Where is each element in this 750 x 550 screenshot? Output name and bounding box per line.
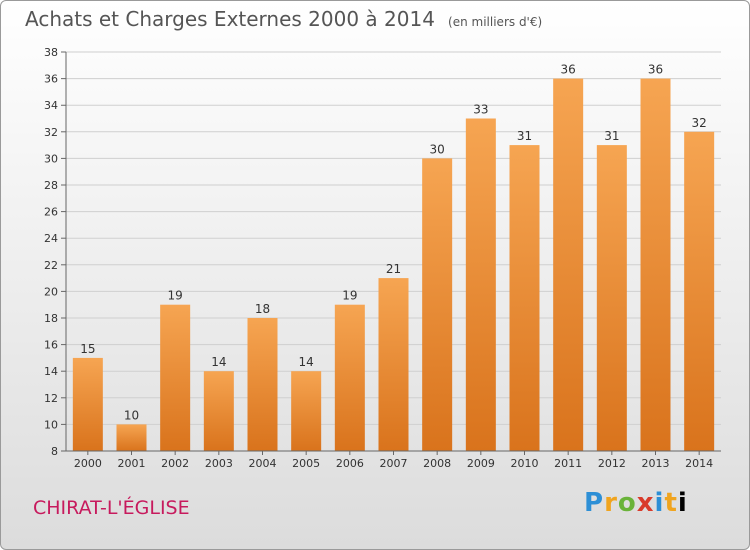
bar-value-label: 15: [80, 342, 95, 356]
bar: [203, 371, 234, 451]
y-tick-label: 16: [44, 339, 58, 352]
bar-value-label: 10: [124, 408, 139, 422]
y-tick-label: 22: [44, 259, 58, 272]
y-tick-label: 8: [51, 445, 58, 458]
bar: [553, 78, 584, 451]
bar: [509, 145, 540, 451]
bar-value-label: 30: [430, 142, 445, 156]
place-name: CHIRAT-L'ÉGLISE: [33, 497, 190, 519]
x-tick-label: 2011: [554, 457, 582, 470]
bar: [378, 278, 409, 451]
bar: [640, 78, 671, 451]
bar-value-label: 14: [211, 355, 226, 369]
bar-value-label: 21: [386, 262, 401, 276]
proxiti-logo: Proxiti: [584, 488, 688, 518]
bar-value-label: 36: [561, 63, 576, 77]
y-tick-label: 38: [44, 46, 58, 59]
bar: [72, 357, 103, 451]
x-tick-label: 2004: [249, 457, 277, 470]
chart-title-block: Achats et Charges Externes 2000 à 2014 (…: [25, 7, 542, 31]
bar-value-label: 31: [604, 129, 619, 143]
bar: [422, 158, 453, 451]
y-tick-label: 34: [44, 99, 58, 112]
bar: [596, 145, 627, 451]
bar: [160, 304, 191, 451]
x-tick-label: 2002: [161, 457, 189, 470]
x-tick-label: 2012: [598, 457, 626, 470]
y-tick-label: 28: [44, 179, 58, 192]
logo-letter: i: [654, 488, 665, 518]
y-tick-label: 24: [44, 232, 58, 245]
y-tick-label: 14: [44, 365, 58, 378]
bar-value-label: 33: [473, 103, 488, 117]
y-tick-label: 10: [44, 418, 58, 431]
chart-subtitle: (en milliers d'€): [448, 15, 543, 29]
x-tick-label: 2014: [685, 457, 713, 470]
bar-value-label: 14: [299, 355, 314, 369]
logo-letter: r: [604, 488, 618, 518]
y-tick-label: 20: [44, 285, 58, 298]
bar-value-label: 32: [692, 116, 707, 130]
bar: [291, 371, 322, 451]
x-tick-label: 2007: [380, 457, 408, 470]
y-tick-label: 18: [44, 312, 58, 325]
bar: [247, 318, 278, 451]
logo-letter: t: [664, 488, 678, 518]
logo-letter: o: [617, 488, 637, 518]
x-tick-label: 2009: [467, 457, 495, 470]
bar-value-label: 19: [342, 289, 357, 303]
y-tick-label: 36: [44, 73, 58, 86]
x-tick-label: 2013: [642, 457, 670, 470]
y-tick-label: 12: [44, 392, 58, 405]
logo-letter: x: [636, 488, 655, 518]
bar: [116, 424, 147, 451]
chart-title: Achats et Charges Externes 2000 à 2014: [25, 7, 435, 31]
bar: [684, 131, 715, 452]
x-tick-label: 2001: [118, 457, 146, 470]
x-tick-label: 2000: [74, 457, 102, 470]
x-tick-label: 2005: [292, 457, 320, 470]
x-tick-label: 2010: [511, 457, 539, 470]
y-tick-label: 30: [44, 152, 58, 165]
y-tick-label: 32: [44, 126, 58, 139]
logo-letter: i: [677, 488, 688, 518]
x-tick-label: 2003: [205, 457, 233, 470]
bar-value-label: 31: [517, 129, 532, 143]
y-tick-label: 26: [44, 206, 58, 219]
x-tick-label: 2006: [336, 457, 364, 470]
logo-letter: P: [584, 488, 605, 518]
bar: [465, 118, 496, 451]
bar-value-label: 19: [168, 289, 183, 303]
x-tick-label: 2008: [423, 457, 451, 470]
bar: [334, 304, 365, 451]
bar-value-label: 18: [255, 302, 270, 316]
bar-value-label: 36: [648, 63, 663, 77]
